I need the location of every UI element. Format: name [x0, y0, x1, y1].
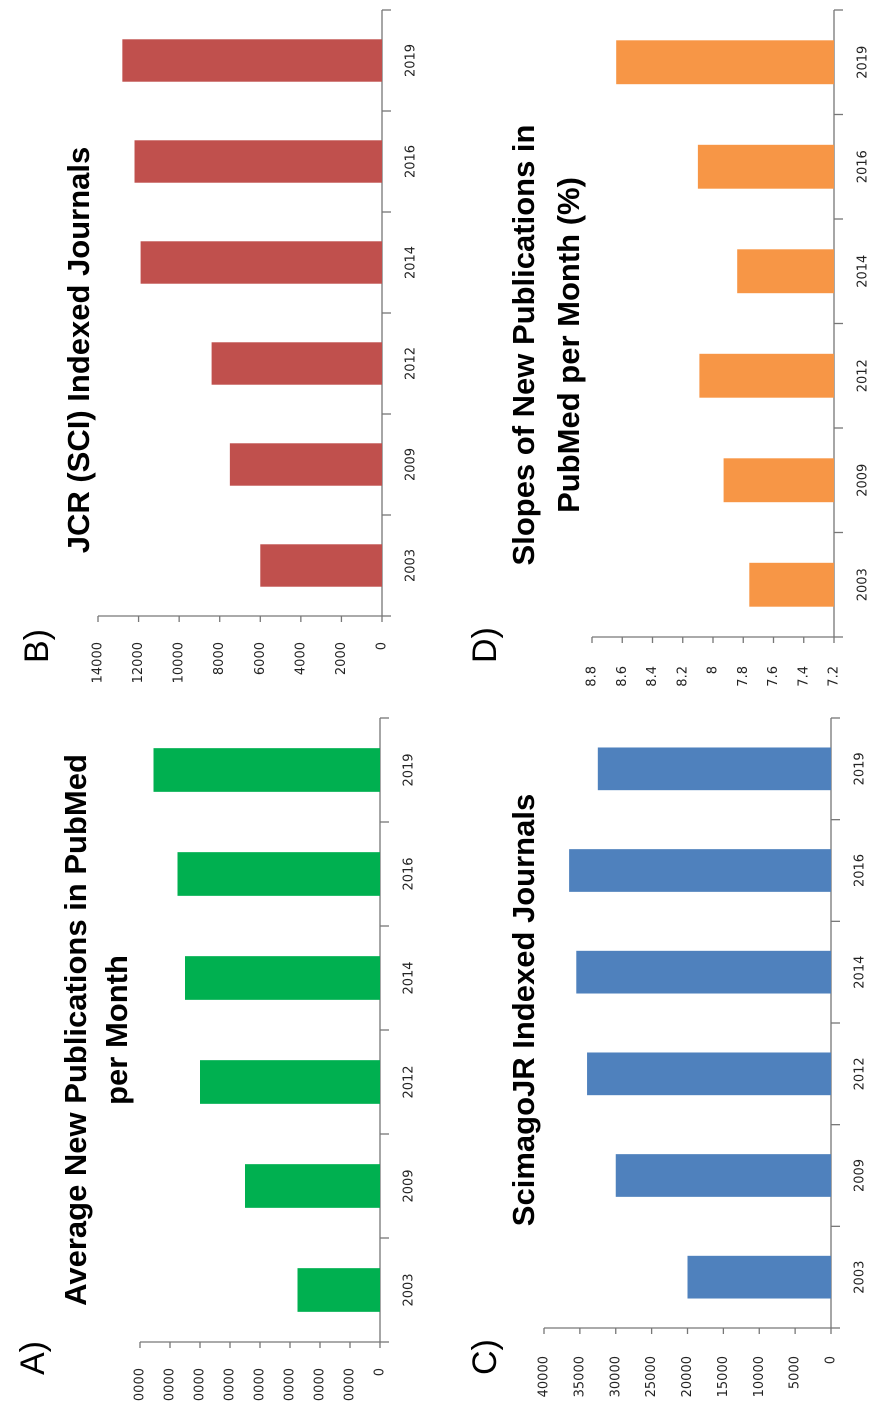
- value-tick-label: 8: [706, 666, 721, 674]
- category-label: 2012: [402, 1065, 417, 1098]
- bar-2003: [687, 1255, 831, 1299]
- category-label: 2009: [856, 464, 871, 497]
- value-tick-label: 5000: [788, 1356, 803, 1389]
- bar-2014: [737, 249, 834, 294]
- chart-panel-b: B) JCR (SCI) Indexed Journals 0 2000 4000 600…: [18, 9, 419, 683]
- category-label: 2019: [402, 753, 417, 786]
- value-tick-label: 0: [824, 1356, 839, 1364]
- bar-2009: [245, 1164, 380, 1208]
- chart-title-line: per Month: [99, 955, 134, 1105]
- chart-title-line: PubMed per Month (%): [551, 177, 586, 513]
- bar-2019: [616, 40, 834, 85]
- value-tick-label: 2000: [334, 642, 349, 675]
- bar-2016: [134, 140, 382, 183]
- bar-2016: [177, 852, 380, 896]
- bar-2009: [723, 458, 834, 503]
- value-tick-label: 60000: [283, 1368, 298, 1401]
- value-tick-label: 40000: [313, 1368, 328, 1401]
- value-tick-label: 35000: [572, 1356, 587, 1397]
- chart-panel-d: D) Slopes of New Publications in PubMed pe…: [466, 9, 871, 687]
- category-label: 2019: [856, 46, 871, 79]
- category-label: 2016: [402, 857, 417, 890]
- category-label: 2019: [404, 44, 419, 77]
- chart-panel-c: C) ScimagoJR Indexed Journals 0 5000 10000 15…: [466, 717, 868, 1397]
- chart-title-line: Slopes of New Publications in: [506, 125, 541, 566]
- category-label: 2009: [402, 1169, 417, 1202]
- category-label: 2012: [853, 1057, 868, 1090]
- chart-panel-a: A) Average New Publications in PubMed per …: [14, 717, 417, 1401]
- value-tick-label: 8.2: [675, 666, 690, 687]
- bar-2012: [200, 1060, 380, 1104]
- panel-label: B): [18, 629, 56, 663]
- category-label: 2016: [404, 145, 419, 178]
- category-label: 2019: [853, 752, 868, 785]
- category-label: 2012: [404, 347, 419, 380]
- bar-2012: [587, 1052, 831, 1096]
- bar-2019: [122, 39, 382, 82]
- category-label: 2014: [404, 246, 419, 279]
- value-tick-label: 20000: [343, 1368, 358, 1401]
- value-tick-label: 0: [373, 1368, 388, 1376]
- value-tick-label: 7.4: [796, 666, 811, 687]
- value-tick-label: 30000: [608, 1356, 623, 1397]
- value-tick-label: 40000: [537, 1356, 552, 1397]
- bar-2003: [749, 562, 834, 607]
- panel-label: C): [466, 1339, 504, 1375]
- bar-2019: [153, 748, 380, 792]
- value-tick-label: 20000: [680, 1356, 695, 1397]
- category-label: 2014: [856, 255, 871, 288]
- value-tick-label: 80000: [253, 1368, 268, 1401]
- bar-2012: [211, 342, 382, 385]
- category-label: 2009: [404, 448, 419, 481]
- bar-2016: [569, 849, 831, 892]
- chart-title-line: JCR (SCI) Indexed Journals: [61, 147, 96, 554]
- bar-2009: [229, 443, 382, 486]
- bar-2003: [297, 1268, 380, 1312]
- value-tick-label: 7.6: [766, 666, 781, 687]
- bar-2019: [597, 747, 831, 791]
- value-tick-label: 140000: [163, 1368, 178, 1401]
- value-tick-label: 25000: [644, 1356, 659, 1397]
- bar-2012: [699, 353, 834, 398]
- category-label: 2003: [853, 1261, 868, 1294]
- bar-2003: [260, 544, 382, 587]
- bar-2016: [697, 144, 834, 189]
- value-tick-label: 15000: [716, 1356, 731, 1397]
- category-label: 2016: [853, 854, 868, 887]
- category-label: 2012: [856, 359, 871, 392]
- value-tick-label: 100000: [223, 1368, 238, 1401]
- value-tick-label: 6000: [253, 642, 268, 675]
- value-tick-label: 160000: [133, 1368, 148, 1401]
- bar-2009: [615, 1154, 831, 1197]
- category-label: 2003: [402, 1273, 417, 1306]
- bar-2014: [185, 956, 380, 1000]
- chart-title-line: Average New Publications in PubMed: [58, 754, 93, 1306]
- category-label: 2003: [856, 568, 871, 601]
- value-tick-label: 8.4: [645, 666, 660, 687]
- value-tick-label: 7.8: [736, 666, 751, 687]
- value-tick-label: 8.6: [615, 666, 630, 687]
- value-tick-label: 10000: [172, 642, 187, 683]
- value-tick-label: 120000: [193, 1368, 208, 1401]
- value-tick-label: 4000: [293, 642, 308, 675]
- category-label: 2014: [853, 956, 868, 989]
- category-label: 2003: [404, 549, 419, 582]
- value-tick-label: 10000: [752, 1356, 767, 1397]
- category-label: 2016: [856, 150, 871, 183]
- panel-label: A): [14, 1341, 52, 1375]
- panel-label: D): [466, 627, 504, 663]
- value-tick-label: 12000: [131, 642, 146, 683]
- bar-2014: [576, 950, 831, 994]
- value-tick-label: 14000: [91, 642, 106, 683]
- value-tick-label: 0: [375, 642, 390, 650]
- chart-title-line: ScimagoJR Indexed Journals: [506, 794, 541, 1226]
- bar-2014: [140, 241, 382, 284]
- value-tick-label: 8.8: [585, 666, 600, 687]
- value-tick-label: 7.2: [827, 666, 842, 687]
- category-label: 2014: [402, 961, 417, 994]
- category-label: 2009: [853, 1159, 868, 1192]
- value-tick-label: 8000: [212, 642, 227, 675]
